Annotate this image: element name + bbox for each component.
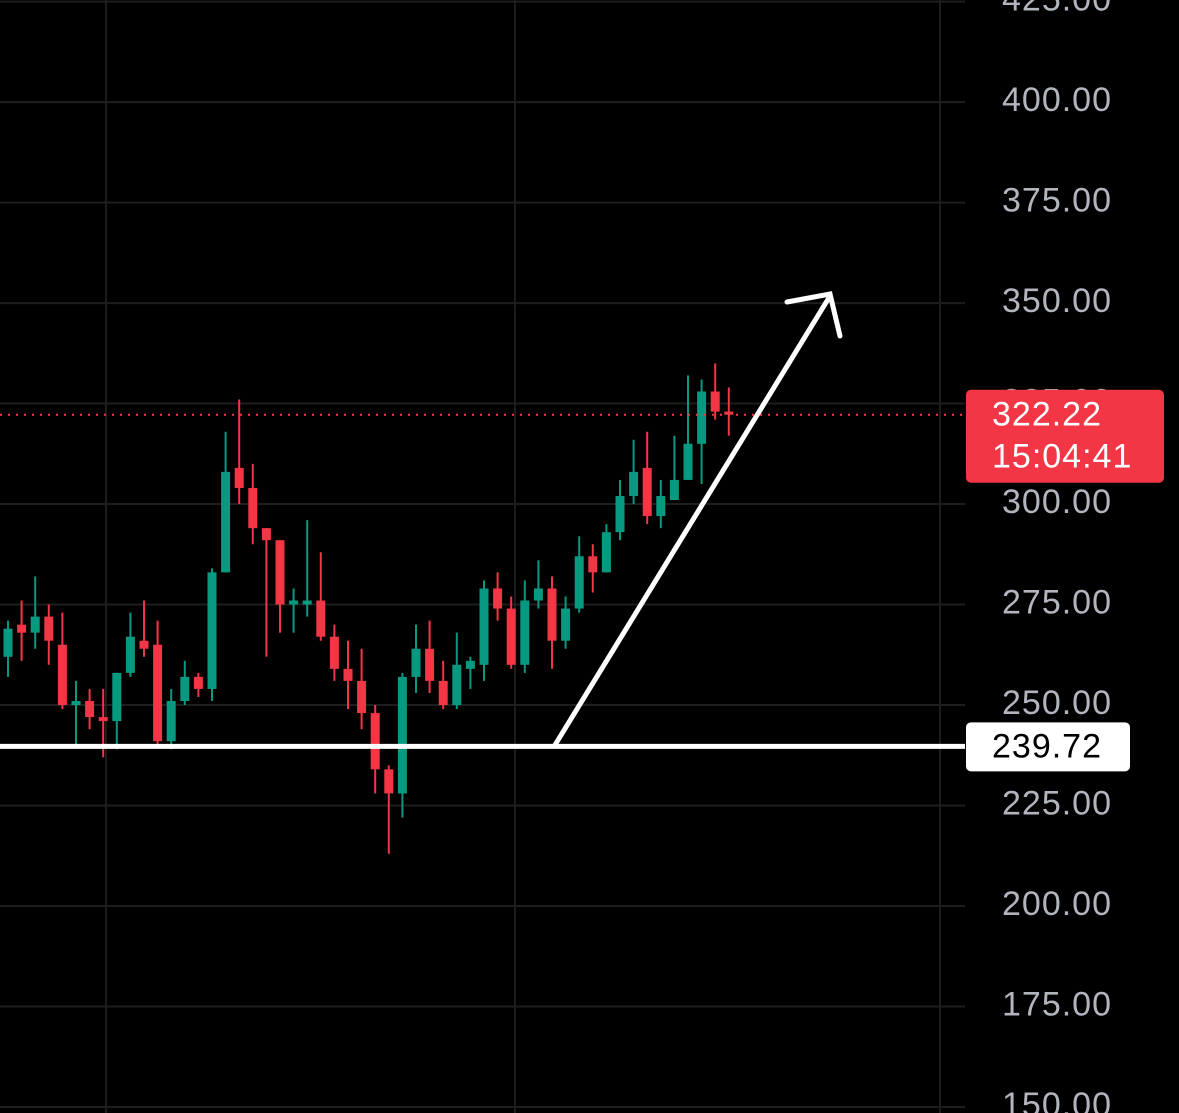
y-tick-label: 400.00 [1002,81,1112,119]
arrow-head [784,291,843,339]
candle-body [343,668,353,681]
candle-body [180,676,190,702]
candle-body [533,588,543,601]
candle-body [574,556,584,609]
candle-body [248,487,258,529]
y-tick-label: 350.00 [1002,282,1112,320]
arrow-shaft [552,293,833,748]
candle-body [710,391,720,412]
candle-body [302,600,312,605]
candle-body [465,660,475,669]
candle-body [411,648,421,677]
candle-body [601,532,611,573]
candle-body [3,628,13,657]
candle-body [669,479,679,501]
trend-arrow [552,291,843,748]
candle-body [724,411,734,415]
candle-body [520,600,530,665]
candle-body [629,471,639,497]
candle-body [642,467,652,517]
candle-body [85,701,95,718]
y-tick-label: 425.00 [1002,0,1112,19]
candle-body [547,588,557,641]
candle-body [561,608,571,641]
candle-body [357,680,367,714]
candle-body [289,600,299,605]
candle-body [153,644,163,742]
candles [3,363,734,854]
candle-body [656,496,666,517]
candle-body [697,391,707,444]
candle-body [452,664,462,706]
candle-body [370,713,380,770]
candle-body [139,640,149,649]
candle-body [588,556,598,573]
y-tick-label: 275.00 [1002,584,1112,622]
candle-body [316,600,326,637]
candle-body [397,676,407,794]
grid [0,0,965,1108]
candle-body [493,588,503,609]
support-label: 239.72 [992,727,1102,765]
candle-body [125,636,135,673]
y-tick-label: 200.00 [1002,885,1112,923]
support-box [966,722,1130,772]
candle-body [329,636,339,669]
candle-body [275,540,285,605]
candle-body [17,624,27,633]
overlay [0,413,965,749]
candle-body [234,467,244,488]
candle-body [98,717,108,722]
axis-labels: 150.00 175.00 200.00 225.00 250.00 275.00 300.… [966,0,1164,1113]
candle-body [57,644,67,706]
y-tick-label: 375.00 [1002,182,1112,220]
candle-body [384,769,394,794]
candle-body [30,616,40,633]
last-price-label: 322.22 [992,396,1102,434]
candle-body [479,588,489,665]
y-tick-label: 225.00 [1002,784,1112,822]
candle-body [506,608,516,665]
candle-body [438,680,448,706]
countdown-label: 15:04:41 [992,438,1132,476]
candle-body [683,443,693,480]
candle-body [166,701,176,742]
y-tick-label: 150.00 [1002,1086,1112,1113]
y-tick-label: 300.00 [1002,483,1112,521]
y-tick-label: 175.00 [1002,985,1112,1023]
candle-body [615,496,625,533]
candle-body [44,616,54,641]
y-tick-label: 250.00 [1002,684,1112,722]
candle-body [261,528,271,541]
candle-body [207,572,217,689]
candle-body [193,676,203,689]
last-price-box [966,389,1164,483]
candle-body [425,648,435,681]
candle-body [71,701,81,706]
candle-body [112,672,122,722]
candle-body [221,471,231,573]
